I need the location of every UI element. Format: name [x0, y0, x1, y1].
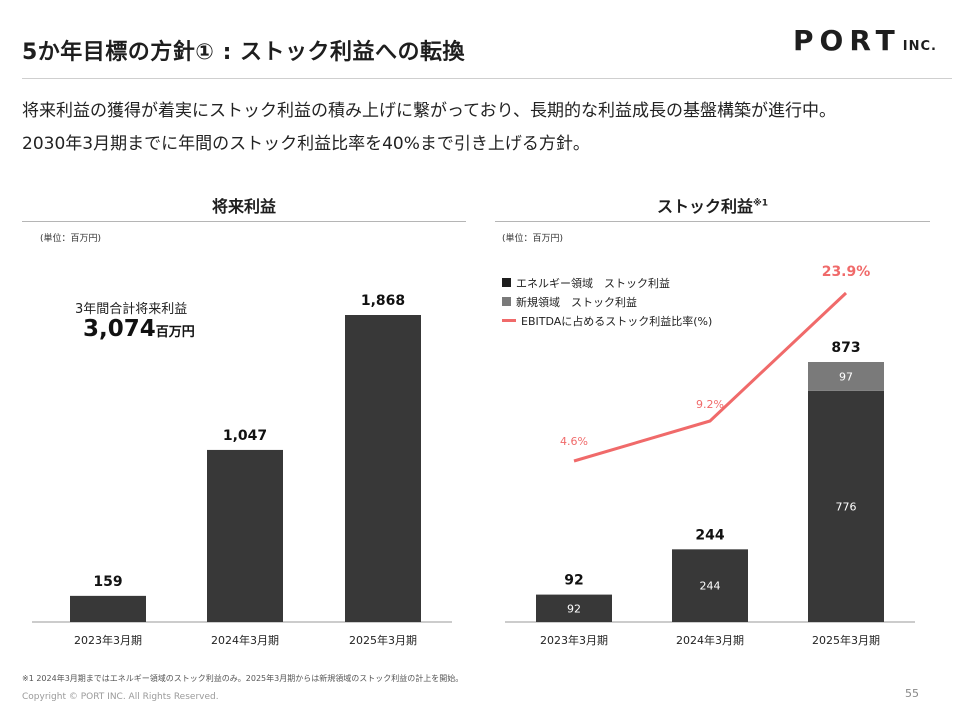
future-profit-bar	[70, 595, 146, 622]
future-profit-bar	[345, 315, 421, 622]
left-x-tick-label: 2025年3月期	[349, 633, 417, 647]
stock-profit-total-label: 244	[695, 527, 724, 543]
legend-swatch-new	[502, 297, 511, 306]
right-section-divider	[495, 221, 930, 222]
stock-ratio-value-label: 4.6%	[560, 435, 588, 448]
legend-item-energy: エネルギー領域 ストック利益	[502, 273, 712, 292]
future-profit-value-label: 1,868	[361, 293, 405, 309]
right-unit-label: (単位：百万円)	[502, 234, 564, 244]
stock-ratio-value-label: 9.2%	[696, 398, 724, 411]
header-divider	[22, 78, 952, 79]
left-section-title: 将来利益	[211, 197, 276, 216]
total-future-profit-unit: 百万円	[155, 325, 195, 340]
stock-profit-legend: エネルギー領域 ストック利益 新規領域 ストック利益 EBITDAに占めるストッ…	[502, 273, 712, 330]
footnote: ※1 2024年3月期まではエネルギー領域のストック利益のみ。2025年3月期か…	[22, 674, 464, 683]
stock-profit-energy-bar	[808, 390, 884, 622]
stock-profit-new-bar	[808, 362, 884, 391]
logo-main: PORT	[793, 24, 901, 57]
right-section-title-text: ストック利益	[656, 197, 753, 216]
stock-profit-new-value-label: 97	[839, 370, 853, 383]
logo-sub: INC.	[902, 39, 937, 54]
stock-profit-energy-value-label: 244	[700, 580, 721, 593]
copyright: Copyright © PORT INC. All Rights Reserve…	[22, 692, 219, 702]
right-x-tick-label: 2025年3月期	[812, 633, 880, 647]
company-logo: PORT INC.	[793, 24, 937, 57]
left-x-tick-label: 2024年3月期	[211, 633, 279, 647]
legend-item-new: 新規領域 ストック利益	[502, 292, 712, 311]
total-future-profit-value: 3,074	[83, 316, 156, 342]
stock-profit-energy-bar	[672, 549, 748, 622]
stock-profit-energy-value-label: 776	[836, 500, 857, 513]
future-profit-bar	[207, 449, 283, 622]
right-section-title: ストック利益※1	[495, 193, 930, 217]
legend-label-ratio: EBITDAに占めるストック利益比率(%)	[521, 314, 713, 328]
left-section-divider	[22, 221, 466, 222]
stock-profit-total-label: 92	[564, 573, 583, 589]
legend-label-new: 新規領域 ストック利益	[516, 295, 637, 309]
future-profit-value-label: 1,047	[223, 428, 267, 444]
stock-profit-energy-bar	[536, 594, 612, 622]
right-x-tick-label: 2024年3月期	[676, 633, 744, 647]
right-section-title-note: ※1	[753, 198, 769, 209]
total-future-profit: 3,074百万円	[83, 316, 195, 342]
legend-label-energy: エネルギー領域 ストック利益	[516, 276, 670, 290]
legend-line-ratio	[502, 319, 516, 322]
left-unit-label: (単位：百万円)	[40, 234, 102, 244]
legend-item-ratio: EBITDAに占めるストック利益比率(%)	[502, 311, 712, 330]
legend-swatch-energy	[502, 278, 511, 287]
future-profit-value-label: 159	[93, 574, 122, 590]
stock-ratio-line	[573, 291, 848, 463]
stock-profit-energy-value-label: 92	[567, 602, 581, 615]
left-x-tick-label: 2023年3月期	[74, 633, 142, 647]
stock-ratio-value-label: 23.9%	[822, 264, 871, 280]
total-future-profit-label: 3年間合計将来利益	[75, 302, 188, 317]
lead-line-1: 将来利益の獲得が着実にストック利益の積み上げに繋がっており、長期的な利益成長の基…	[22, 101, 836, 121]
page-title: 5か年目標の方針① : ストック利益への転換	[22, 40, 466, 65]
lead-line-2: 2030年3月期までに年間のストック利益比率を40%まで引き上げる方針。	[22, 134, 590, 154]
page-number: 55	[905, 687, 919, 700]
right-x-tick-label: 2023年3月期	[540, 633, 608, 647]
stock-profit-total-label: 873	[831, 340, 860, 356]
